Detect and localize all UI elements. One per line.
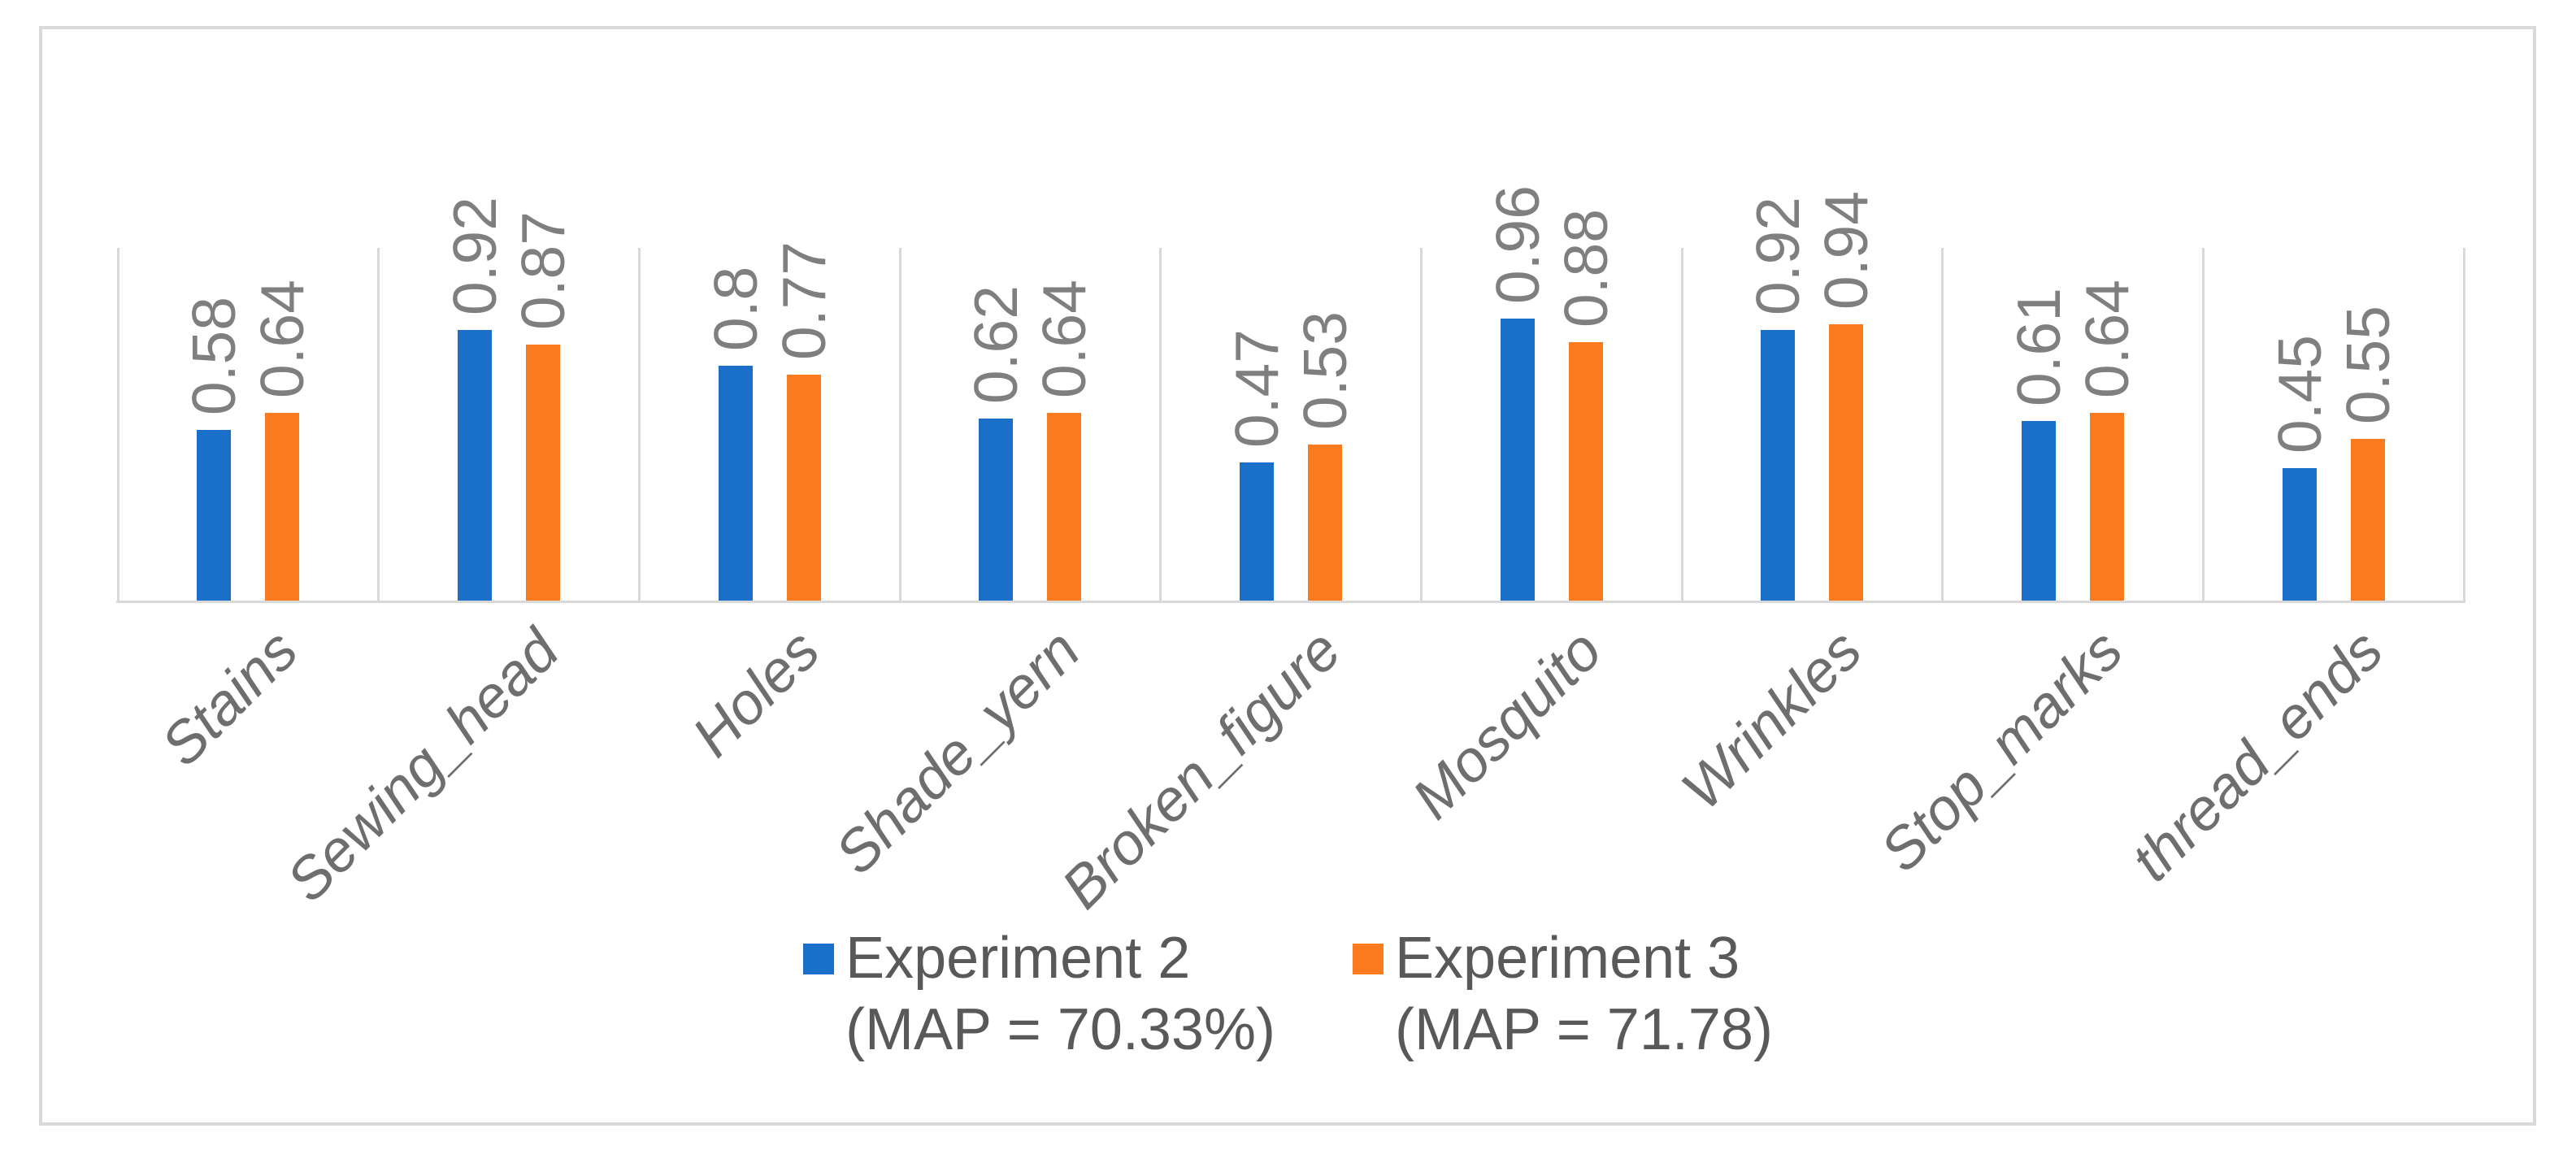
legend-swatch-orange-icon: [1353, 944, 1384, 974]
category-separator-gridline: [2463, 248, 2465, 601]
bar-value-label: 0.92: [1743, 197, 1812, 315]
bar-series2-wrinkles: [1761, 330, 1795, 601]
bar-series3-thread_ends: [2351, 439, 2385, 601]
bar-series2-shade_yern: [979, 419, 1013, 601]
category-separator-gridline: [1941, 248, 1944, 601]
legend-label-line2: (MAP = 71.78): [1395, 997, 1773, 1062]
bar-value-label: 0.92: [440, 197, 509, 315]
legend-label-line2: (MAP = 70.33%): [845, 997, 1276, 1062]
bar-series2-stop_marks: [2022, 421, 2056, 601]
category-separator-gridline: [377, 248, 380, 601]
category-separator-gridline: [117, 248, 119, 601]
legend-label-experiment-3: Experiment 3 (MAP = 71.78): [1395, 922, 1773, 1065]
bar-value-label: 0.47: [1222, 329, 1291, 448]
category-separator-gridline: [638, 248, 641, 601]
bar-series3-mosquito: [1569, 342, 1603, 601]
bar-value-label: 0.55: [2333, 306, 2402, 424]
bar-value-label: 0.8: [701, 266, 770, 351]
bar-value-label: 0.77: [769, 241, 838, 360]
legend-item-experiment-3: Experiment 3 (MAP = 71.78): [1353, 922, 1773, 1065]
bar-value-label: 0.88: [1551, 209, 1620, 328]
bar-value-label: 0.45: [2265, 335, 2334, 453]
category-separator-gridline: [899, 248, 901, 601]
bar-series3-wrinkles: [1829, 324, 1863, 601]
x-axis-line: [116, 601, 2465, 603]
bar-value-label: 0.58: [179, 297, 248, 415]
bar-value-label: 0.53: [1290, 311, 1359, 430]
bar-value-label: 0.96: [1483, 185, 1552, 304]
bar-series3-holes: [787, 375, 821, 601]
bar-value-label: 0.64: [2072, 280, 2141, 398]
legend-label-line1: Experiment 2: [845, 926, 1191, 991]
bar-series2-holes: [719, 366, 753, 601]
category-separator-gridline: [2202, 248, 2205, 601]
legend-item-experiment-2: Experiment 2 (MAP = 70.33%): [803, 922, 1275, 1065]
bar-value-label: 0.94: [1811, 191, 1880, 310]
category-separator-gridline: [1681, 248, 1683, 601]
bar-value-label: 0.61: [2004, 288, 2073, 406]
bar-series2-thread_ends: [2283, 468, 2317, 601]
bar-series3-sewing_head: [526, 345, 560, 601]
legend: Experiment 2 (MAP = 70.33%) Experiment 3…: [0, 922, 2576, 1065]
bar-series2-stains: [197, 430, 231, 601]
bar-series3-shade_yern: [1047, 413, 1081, 601]
bar-value-label: 0.64: [1029, 280, 1098, 398]
category-separator-gridline: [1420, 248, 1423, 601]
bar-series3-stains: [265, 413, 299, 601]
legend-label-experiment-2: Experiment 2 (MAP = 70.33%): [845, 922, 1275, 1065]
bar-series3-stop_marks: [2090, 413, 2124, 601]
bar-value-label: 0.87: [508, 211, 577, 330]
legend-swatch-blue-icon: [803, 944, 835, 974]
bar-series2-broken_figure: [1240, 462, 1274, 601]
bar-value-label: 0.64: [247, 280, 316, 398]
bar-series2-mosquito: [1501, 319, 1535, 601]
bar-value-label: 0.62: [961, 285, 1030, 404]
legend-label-line1: Experiment 3: [1395, 926, 1740, 991]
bar-series2-sewing_head: [458, 330, 492, 601]
bar-series3-broken_figure: [1308, 445, 1342, 601]
category-separator-gridline: [1159, 248, 1162, 601]
